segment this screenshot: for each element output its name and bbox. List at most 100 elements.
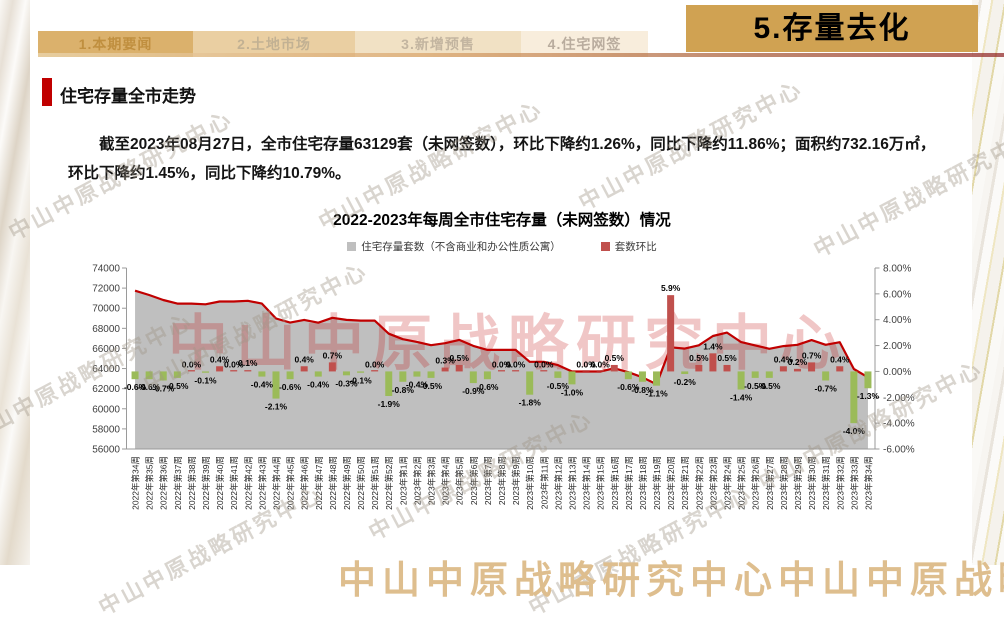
svg-text:2023年第28周: 2023年第28周 bbox=[779, 456, 789, 510]
legend-item-inventory: 住宅存量套数（不含商业和办公性质公寓） bbox=[347, 239, 561, 254]
legend-label-inventory: 住宅存量套数（不含商业和办公性质公寓） bbox=[361, 241, 561, 253]
svg-text:2023年第19周: 2023年第19周 bbox=[652, 456, 662, 510]
svg-text:0.4%: 0.4% bbox=[774, 354, 794, 364]
svg-text:2022年第50周: 2022年第50周 bbox=[356, 456, 366, 510]
svg-text:2023年第23周: 2023年第23周 bbox=[708, 456, 718, 510]
svg-text:0.2%: 0.2% bbox=[788, 357, 808, 367]
svg-text:0.5%: 0.5% bbox=[689, 353, 709, 363]
svg-text:2022年第46周: 2022年第46周 bbox=[300, 456, 310, 510]
svg-text:0.0%: 0.0% bbox=[506, 359, 526, 369]
svg-text:0.4%: 0.4% bbox=[294, 354, 314, 364]
svg-text:2022年第48周: 2022年第48周 bbox=[328, 456, 338, 510]
svg-text:62000: 62000 bbox=[92, 384, 120, 395]
tab-cunliang-quhua-active[interactable]: 5.存量去化 bbox=[680, 5, 978, 52]
svg-text:2023年第17周: 2023年第17周 bbox=[624, 456, 634, 510]
svg-text:6.00%: 6.00% bbox=[883, 289, 911, 300]
svg-text:1.4%: 1.4% bbox=[703, 341, 723, 351]
svg-text:2023年第18周: 2023年第18周 bbox=[638, 456, 648, 510]
svg-text:0.0%: 0.0% bbox=[590, 359, 610, 369]
svg-text:-0.5%: -0.5% bbox=[744, 381, 767, 391]
svg-text:-0.5%: -0.5% bbox=[547, 381, 570, 391]
svg-text:-0.7%: -0.7% bbox=[815, 383, 838, 393]
svg-text:2022年第47周: 2022年第47周 bbox=[314, 456, 324, 510]
svg-text:-0.8%: -0.8% bbox=[392, 385, 415, 395]
svg-text:2022年第49周: 2022年第49周 bbox=[342, 456, 352, 510]
svg-text:-4.00%: -4.00% bbox=[883, 419, 915, 430]
tab-xinzeng-yushou[interactable]: 3.新增预售 bbox=[355, 31, 521, 57]
svg-text:-1.3%: -1.3% bbox=[857, 391, 880, 401]
svg-text:2023年第33周: 2023年第33周 bbox=[849, 456, 859, 510]
tab-tudi-shichang[interactable]: 2.土地市场 bbox=[193, 31, 355, 57]
svg-text:-0.6%: -0.6% bbox=[476, 382, 499, 392]
svg-text:2023年第29周: 2023年第29周 bbox=[793, 456, 803, 510]
svg-text:2022年第51周: 2022年第51周 bbox=[370, 456, 380, 510]
svg-text:66000: 66000 bbox=[92, 344, 120, 355]
inventory-chart: 中山中原战略研究中心740007200070000680006600064000… bbox=[92, 264, 915, 510]
svg-text:-0.5%: -0.5% bbox=[166, 381, 189, 391]
svg-text:2022年第37周: 2022年第37周 bbox=[173, 456, 183, 510]
svg-text:2023年第12周: 2023年第12周 bbox=[553, 456, 563, 510]
svg-text:2022年第38周: 2022年第38周 bbox=[187, 456, 197, 510]
svg-text:-0.6%: -0.6% bbox=[279, 382, 302, 392]
svg-text:-6.00%: -6.00% bbox=[883, 445, 915, 456]
svg-text:0.7%: 0.7% bbox=[323, 350, 343, 360]
svg-text:8.00%: 8.00% bbox=[883, 264, 911, 275]
legend-swatch-red bbox=[600, 242, 610, 251]
svg-text:2.00%: 2.00% bbox=[883, 341, 911, 352]
svg-text:64000: 64000 bbox=[92, 364, 120, 375]
legend-swatch-gray bbox=[347, 242, 357, 251]
svg-text:2022年第40周: 2022年第40周 bbox=[215, 456, 225, 510]
svg-text:-0.2%: -0.2% bbox=[674, 377, 697, 387]
svg-text:-1.8%: -1.8% bbox=[519, 398, 542, 408]
svg-text:2022年第44周: 2022年第44周 bbox=[271, 456, 281, 510]
svg-text:58000: 58000 bbox=[92, 424, 120, 435]
svg-text:2023年第1周: 2023年第1周 bbox=[398, 456, 408, 505]
svg-text:2022年第45周: 2022年第45周 bbox=[286, 456, 296, 510]
tab-zhuzhai-wangqian[interactable]: 4.住宅网签 bbox=[521, 31, 648, 57]
svg-text:2023年第11周: 2023年第11周 bbox=[539, 456, 549, 509]
svg-text:-0.7%: -0.7% bbox=[152, 383, 175, 393]
svg-text:-0.1%: -0.1% bbox=[194, 376, 217, 386]
svg-text:74000: 74000 bbox=[92, 264, 120, 275]
svg-text:2023年第21周: 2023年第21周 bbox=[680, 456, 690, 510]
svg-text:-1.1%: -1.1% bbox=[645, 389, 668, 399]
svg-text:0.0%: 0.0% bbox=[576, 359, 596, 369]
svg-text:2023年第27周: 2023年第27周 bbox=[765, 456, 775, 510]
svg-text:70000: 70000 bbox=[92, 304, 120, 315]
svg-text:2023年第2周: 2023年第2周 bbox=[412, 456, 422, 505]
svg-text:2023年第5周: 2023年第5周 bbox=[455, 456, 465, 505]
svg-text:2023年第15周: 2023年第15周 bbox=[596, 456, 606, 510]
svg-text:-1.4%: -1.4% bbox=[730, 393, 753, 403]
svg-text:0.1%: 0.1% bbox=[238, 358, 258, 368]
svg-text:5.9%: 5.9% bbox=[661, 283, 681, 293]
svg-text:-1.0%: -1.0% bbox=[561, 387, 584, 397]
svg-text:-0.6%: -0.6% bbox=[124, 382, 147, 392]
svg-text:2022年第35周: 2022年第35周 bbox=[145, 456, 155, 510]
svg-text:0.4%: 0.4% bbox=[830, 354, 850, 364]
svg-text:2023年第34周: 2023年第34周 bbox=[863, 456, 873, 510]
legend-item-mom: 套数环比 bbox=[600, 239, 657, 254]
svg-text:72000: 72000 bbox=[92, 284, 120, 295]
svg-text:2022年第34周: 2022年第34周 bbox=[131, 456, 141, 510]
svg-text:2023年第7周: 2023年第7周 bbox=[483, 456, 493, 505]
svg-text:2023年第24周: 2023年第24周 bbox=[723, 456, 733, 510]
right-decor-strip bbox=[972, 0, 1004, 565]
svg-text:-0.8%: -0.8% bbox=[631, 385, 654, 395]
svg-text:0.0%: 0.0% bbox=[492, 359, 512, 369]
svg-text:-0.5%: -0.5% bbox=[758, 381, 781, 391]
svg-text:2022年第43周: 2022年第43周 bbox=[257, 456, 267, 510]
svg-text:0.0%: 0.0% bbox=[534, 359, 554, 369]
svg-text:2023年第6周: 2023年第6周 bbox=[469, 456, 479, 505]
svg-text:-0.4%: -0.4% bbox=[251, 380, 274, 390]
svg-text:0.5%: 0.5% bbox=[717, 353, 737, 363]
svg-text:2023年第31周: 2023年第31周 bbox=[821, 456, 831, 510]
svg-text:0.0%: 0.0% bbox=[365, 359, 385, 369]
svg-text:2023年第10周: 2023年第10周 bbox=[525, 456, 535, 510]
svg-text:0.4%: 0.4% bbox=[210, 354, 230, 364]
svg-text:2023年第9周: 2023年第9周 bbox=[511, 456, 521, 505]
svg-text:2023年第3周: 2023年第3周 bbox=[427, 456, 437, 505]
tab-benqi-yaowen[interactable]: 1.本期要闻 bbox=[38, 31, 193, 57]
svg-text:-0.6%: -0.6% bbox=[617, 382, 640, 392]
svg-text:2022年第52周: 2022年第52周 bbox=[384, 456, 394, 510]
